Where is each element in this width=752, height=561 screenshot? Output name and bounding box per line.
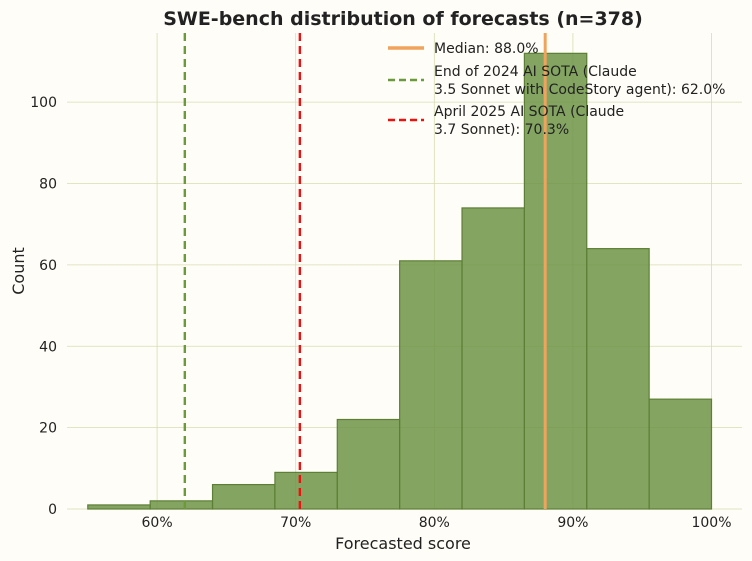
legend-label: April 2025 AI SOTA (Claude xyxy=(434,104,624,120)
histogram-bar xyxy=(586,248,650,510)
y-tick-label: 60 xyxy=(39,258,57,274)
y-tick-labels: 0 20 40 60 80 100 xyxy=(30,95,57,518)
y-tick-label: 20 xyxy=(39,421,57,437)
histogram-bar xyxy=(648,398,713,510)
x-tick-labels: 60% 70% 80% 90% 100% xyxy=(142,515,732,531)
x-tick-label: 90% xyxy=(557,515,588,531)
histogram-bar xyxy=(87,504,151,510)
x-tick-label: 70% xyxy=(280,515,311,531)
legend-label: End of 2024 AI SOTA (Claude xyxy=(434,64,637,80)
y-tick-label: 0 xyxy=(48,502,57,518)
legend-label: 3.5 Sonnet with CodeStory agent): 62.0% xyxy=(434,82,725,98)
y-axis-label: Count xyxy=(9,247,28,295)
y-tick-label: 100 xyxy=(30,95,57,111)
y-tick-label: 40 xyxy=(39,339,57,355)
histogram-bar xyxy=(523,52,588,510)
histogram-bar xyxy=(149,500,214,510)
histogram-bar xyxy=(461,207,525,510)
histogram-bar xyxy=(399,260,463,510)
legend-label: 3.7 Sonnet): 70.3% xyxy=(434,122,569,138)
legend-label: Median: 88.0% xyxy=(434,41,539,57)
x-tick-label: 100% xyxy=(691,515,731,531)
legend: Median: 88.0% End of 2024 AI SOTA (Claude… xyxy=(388,41,725,138)
bars xyxy=(87,52,713,510)
histogram-bar xyxy=(211,483,276,510)
chart-title: SWE-bench distribution of forecasts (n=3… xyxy=(163,8,643,30)
y-tick-label: 80 xyxy=(39,177,57,193)
histogram-bar xyxy=(336,418,401,510)
x-axis-label: Forecasted score xyxy=(335,534,471,553)
histogram-bar xyxy=(274,471,338,510)
reference-lines xyxy=(183,33,547,509)
x-tick-label: 80% xyxy=(419,515,450,531)
x-tick-label: 60% xyxy=(142,515,173,531)
